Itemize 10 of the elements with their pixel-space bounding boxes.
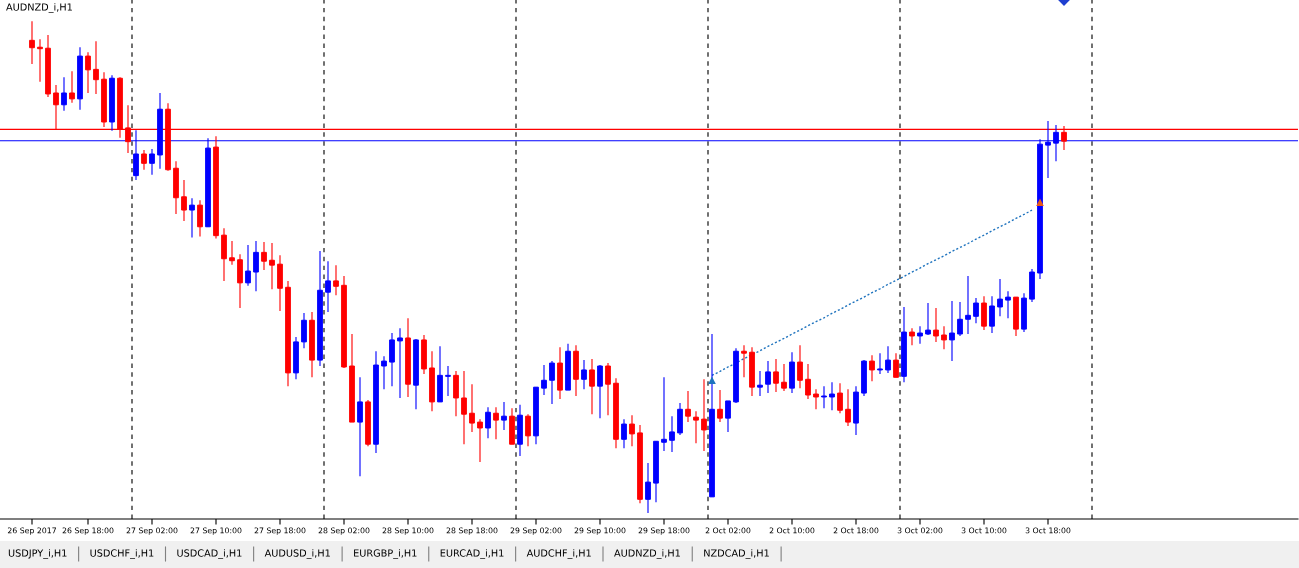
- text: USDCAD_i,H1: [177, 549, 242, 559]
- text: EURGBP_i,H1: [354, 549, 417, 559]
- text: AUDCHF_i,H1: [526, 549, 591, 559]
- text: USDJPY_i,H1: [8, 549, 67, 559]
- text: NZDCAD_i,H1: [704, 549, 769, 559]
- text: USDCHF_i,H1: [90, 549, 154, 559]
- text: AUDUSD_i,H1: [264, 549, 330, 559]
- text: EURCAD_i,H1: [440, 549, 504, 559]
- chart-title: AUDNZD_i,H1: [6, 3, 72, 13]
- text: AUDNZD_i,H1: [614, 549, 680, 559]
